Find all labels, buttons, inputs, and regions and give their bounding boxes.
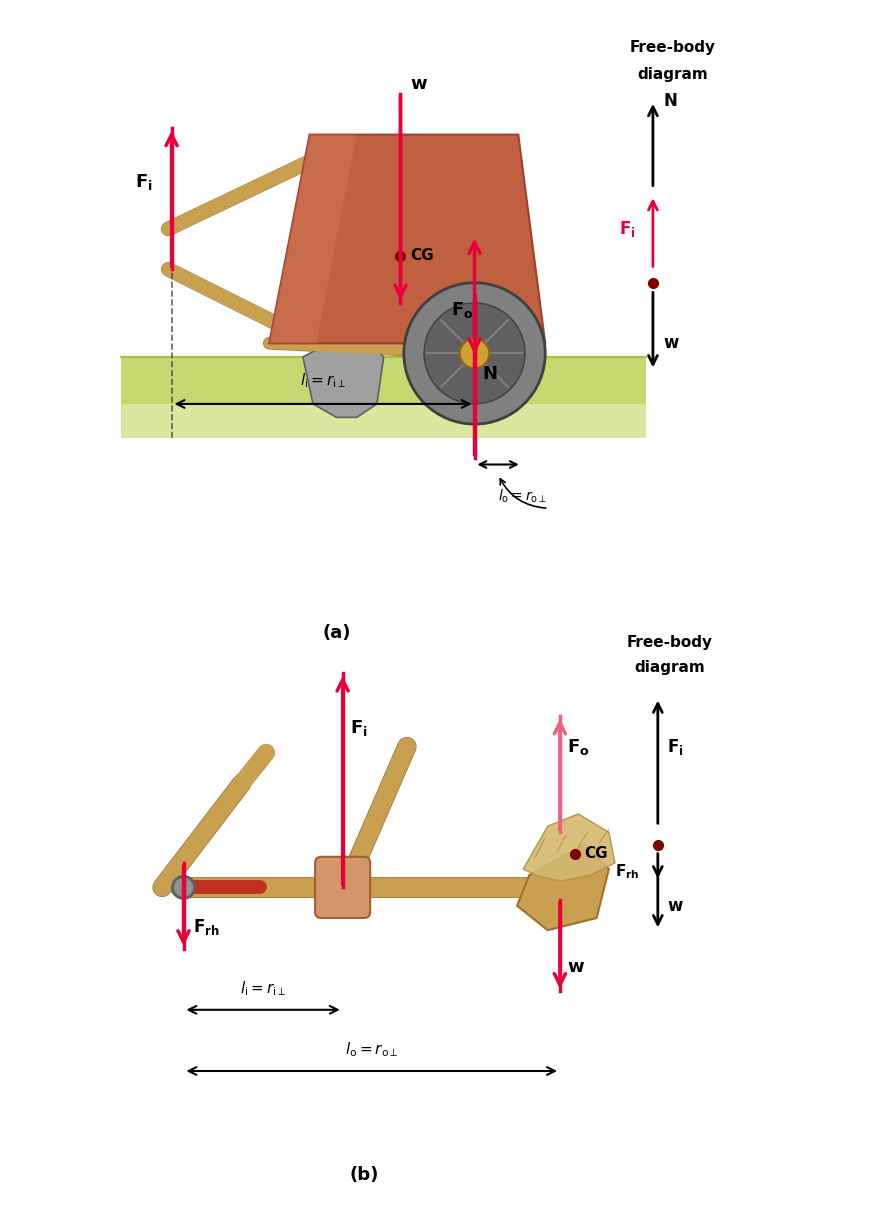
Text: $\mathbf{F_o}$: $\mathbf{F_o}$ [451, 300, 473, 319]
Polygon shape [517, 845, 609, 930]
FancyBboxPatch shape [315, 857, 370, 918]
Text: $l_{\mathrm{i}} = r_{\mathrm{i}\perp}$: $l_{\mathrm{i}} = r_{\mathrm{i}\perp}$ [300, 372, 346, 390]
Text: (a): (a) [322, 624, 351, 641]
Circle shape [404, 283, 545, 424]
Text: w: w [567, 958, 584, 976]
Text: CG: CG [410, 248, 434, 263]
Polygon shape [270, 135, 357, 343]
Text: (b): (b) [349, 1166, 379, 1184]
Text: w: w [663, 334, 678, 353]
Text: $\mathbf{F_{rh}}$: $\mathbf{F_{rh}}$ [615, 863, 640, 881]
Text: CG: CG [584, 846, 608, 862]
Text: $\mathbf{F_i}$: $\mathbf{F_i}$ [135, 171, 152, 192]
Circle shape [459, 339, 489, 368]
Text: $\mathbf{F_i}$: $\mathbf{F_i}$ [667, 737, 683, 756]
Circle shape [424, 302, 525, 404]
Text: $\mathbf{F_i}$: $\mathbf{F_i}$ [350, 718, 367, 738]
Text: N: N [483, 365, 498, 383]
Text: w: w [410, 75, 427, 93]
Bar [121, 356, 647, 437]
Text: $\mathbf{F_{rh}}$: $\mathbf{F_{rh}}$ [192, 917, 220, 938]
Text: w: w [667, 897, 682, 914]
Text: diagram: diagram [634, 660, 705, 674]
Text: Free-body: Free-body [627, 635, 713, 650]
Text: diagram: diagram [638, 66, 709, 82]
Bar [121, 404, 647, 437]
Polygon shape [270, 135, 545, 343]
Text: $l_{\mathrm{o}} = r_{\mathrm{o}\perp}$: $l_{\mathrm{o}} = r_{\mathrm{o}\perp}$ [498, 488, 547, 506]
Polygon shape [523, 814, 615, 881]
Text: $l_{\mathrm{o}} = r_{\mathrm{o}\perp}$: $l_{\mathrm{o}} = r_{\mathrm{o}\perp}$ [345, 1040, 398, 1059]
Text: $\mathbf{F_o}$: $\mathbf{F_o}$ [567, 737, 590, 756]
Text: Free-body: Free-body [630, 39, 716, 55]
Polygon shape [303, 337, 383, 417]
Text: $l_{\mathrm{i}} = r_{\mathrm{i}\perp}$: $l_{\mathrm{i}} = r_{\mathrm{i}\perp}$ [240, 979, 286, 998]
Text: $\mathbf{F_i}$: $\mathbf{F_i}$ [620, 219, 636, 239]
Text: N: N [663, 92, 677, 110]
Circle shape [172, 876, 194, 898]
